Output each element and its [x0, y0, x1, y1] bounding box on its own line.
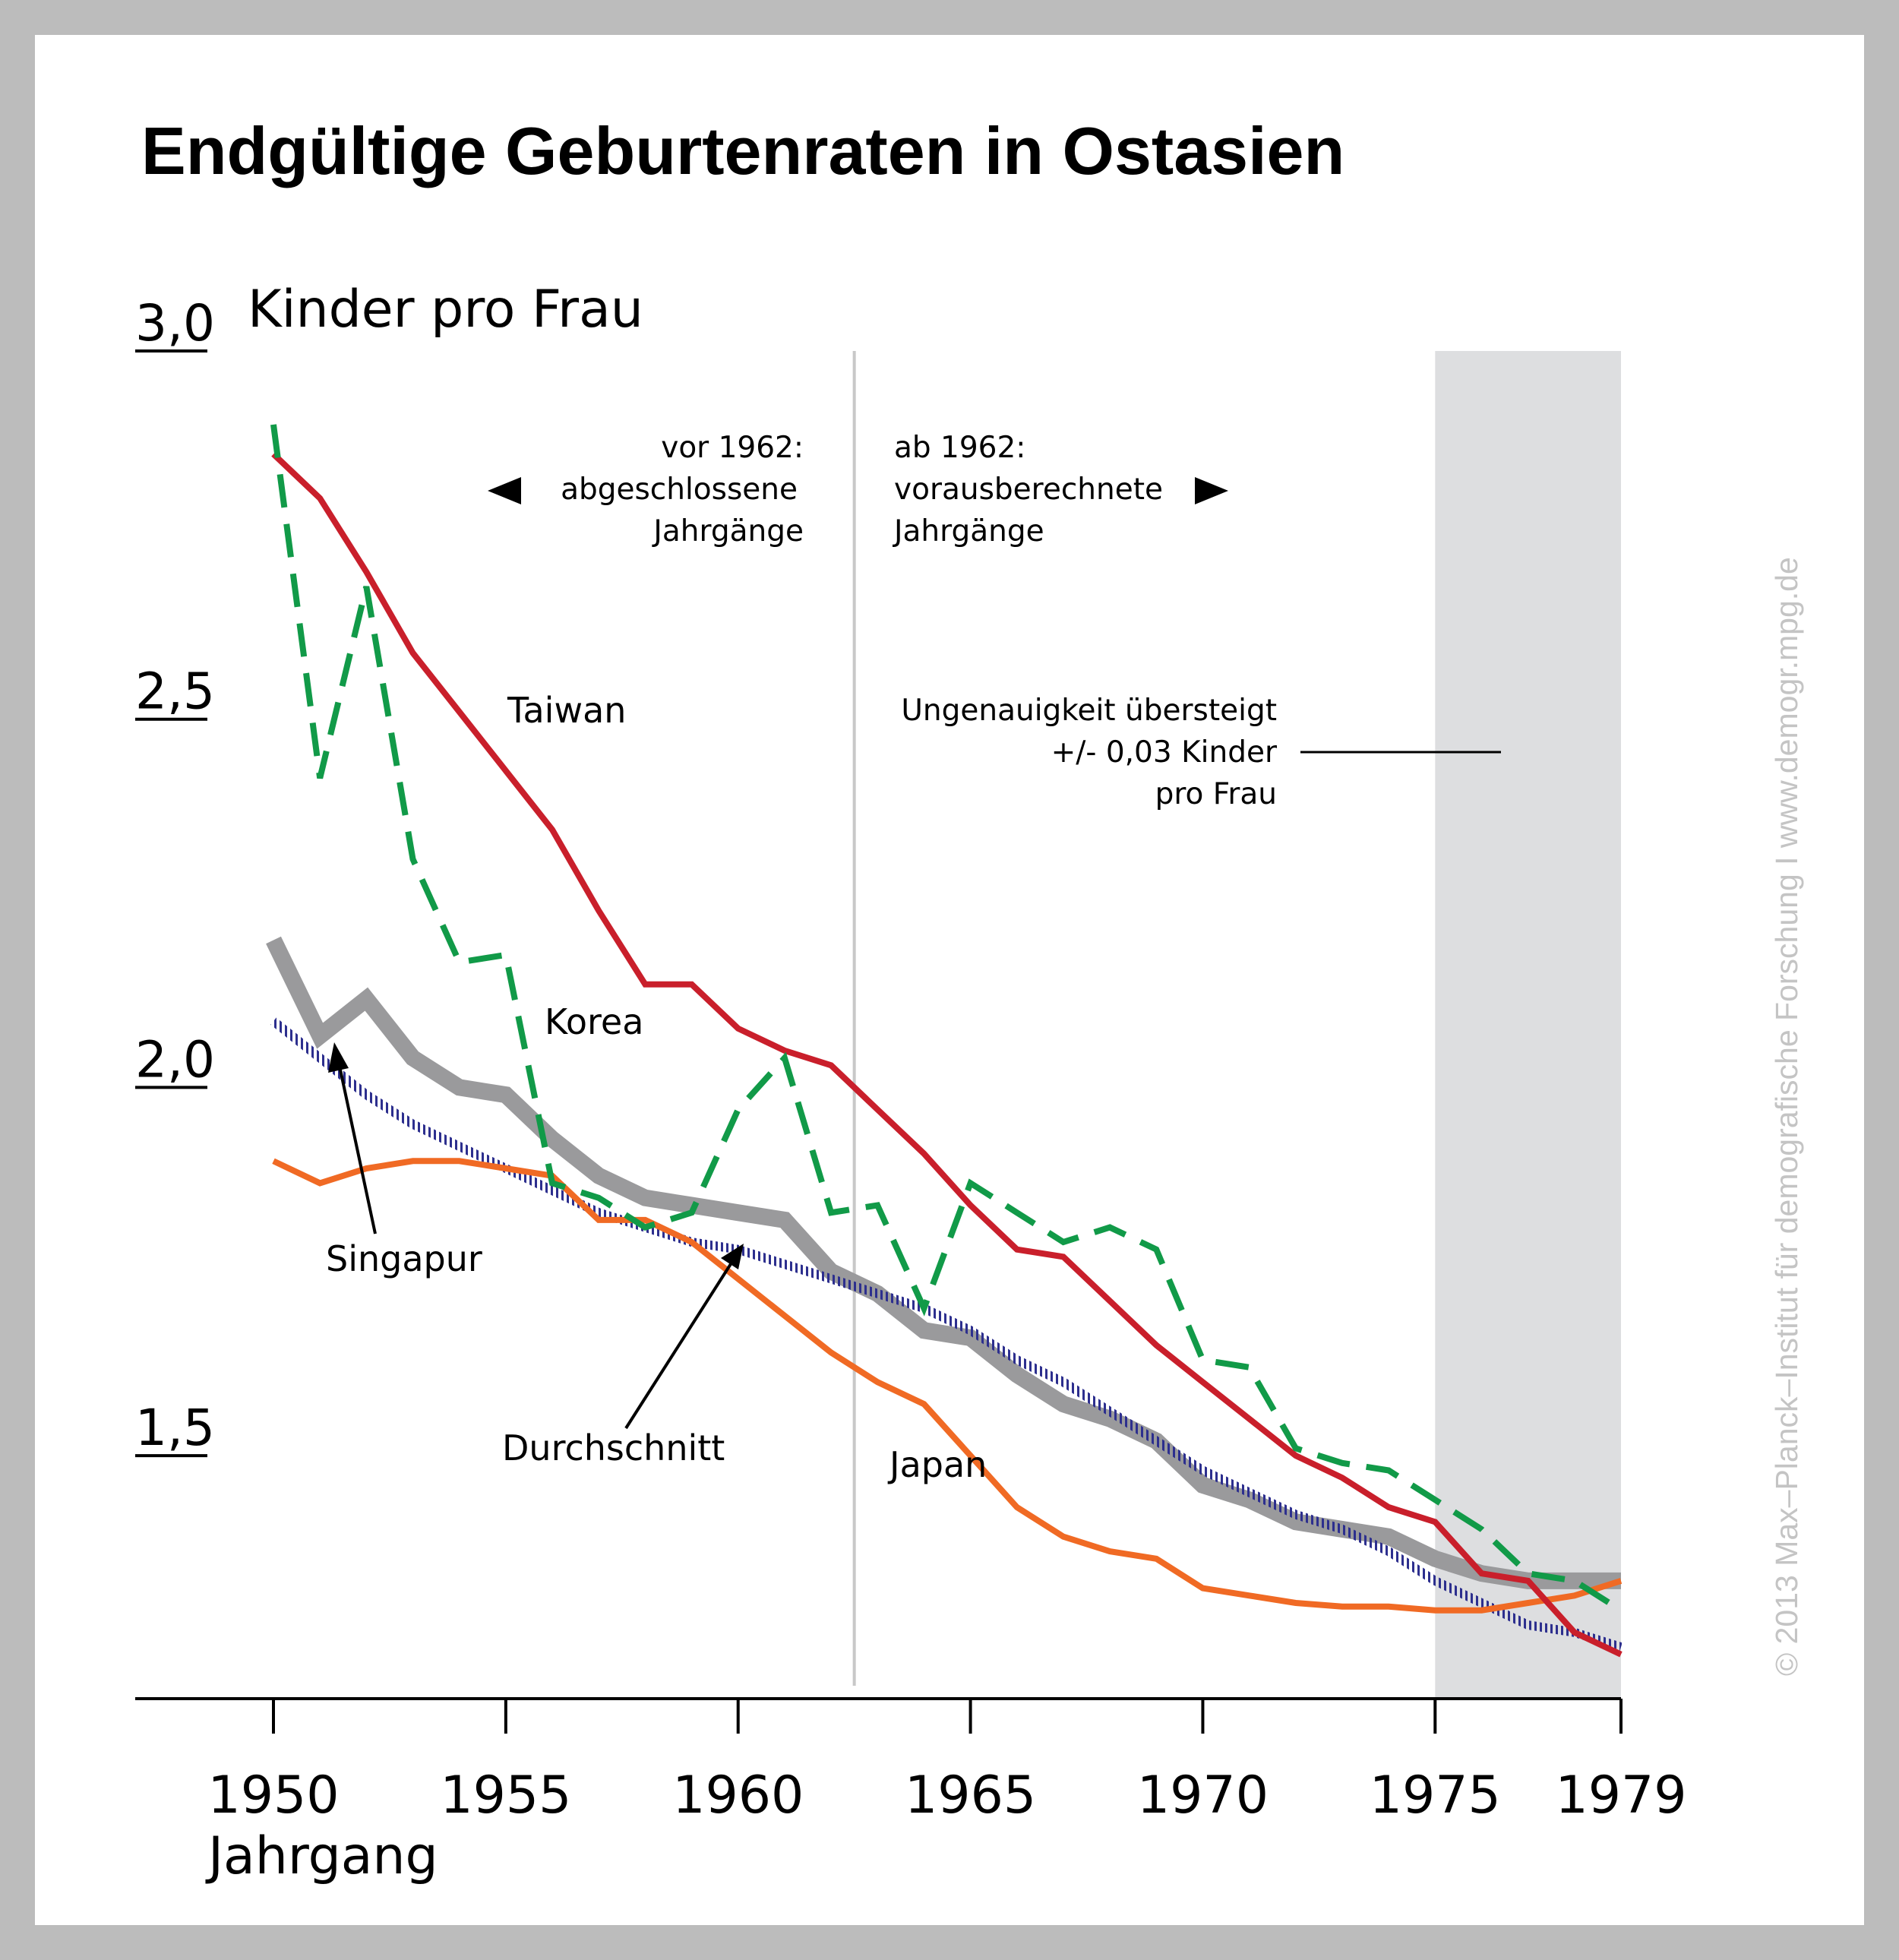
series-label-singapur: Singapur [326, 1238, 482, 1279]
series-label-taiwan: Taiwan [507, 690, 626, 731]
projection-uncertainty-band [1435, 351, 1621, 1699]
inaccuracy-note: Ungenauigkeit übersteigt +/- 0,03 Kinder… [901, 694, 1501, 811]
x-axis-label: Jahrgang [205, 1826, 438, 1886]
series-label-durchschnitt: Durchschnitt [502, 1427, 725, 1468]
series-line-japan [272, 1158, 1623, 1614]
copyright-credit: © 2013 Max–Planck–Institut für demografi… [1769, 557, 1804, 1676]
left-note-line-2: abgeschlossene [561, 473, 798, 507]
y-tick-label-2,0: 2,0 [135, 1030, 215, 1089]
right-note-line-3: Jahrgänge [892, 514, 1044, 548]
x-axis: 1950 1955 1960 1965 1970 1975 1979 [207, 1699, 1687, 1826]
y-axis-label: Kinder pro Frau [248, 280, 643, 340]
left-period-note: vor 1962: abgeschlossene Jahrgänge [488, 431, 804, 548]
right-period-note: ab 1962: vorausberechnete Jahrgänge [892, 431, 1228, 548]
x-tick-label-1955: 1955 [440, 1766, 571, 1826]
inaccuracy-line-3: pro Frau [1155, 777, 1277, 811]
y-tick-label-2,5: 2,5 [135, 662, 215, 721]
x-tick-label-1960: 1960 [672, 1766, 804, 1826]
series-line-taiwan [271, 451, 1623, 1658]
y-tick-label-1,5: 1,5 [135, 1399, 215, 1457]
fertility-chart: Endgültige Geburtenraten in Ostasien 3,0… [135, 113, 1804, 1886]
right-arrow-icon [1195, 477, 1228, 504]
x-tick-label-1979: 1979 [1555, 1766, 1686, 1826]
singapur-pointer-arrowhead [328, 1042, 349, 1073]
chart-card: Endgültige Geburtenraten in Ostasien 3,0… [35, 35, 1864, 1925]
x-tick-label-1970: 1970 [1137, 1766, 1269, 1826]
singapur-pointer-line [337, 1058, 377, 1234]
x-tick-label-1950: 1950 [207, 1766, 339, 1826]
series-label-korea: Korea [545, 1001, 643, 1042]
singapur-pointer [328, 1042, 377, 1234]
x-tick-label-1965: 1965 [905, 1766, 1036, 1826]
right-note-line-2: vorausberechnete [894, 473, 1163, 507]
chart-title: Endgültige Geburtenraten in Ostasien [141, 113, 1344, 188]
x-tick-label-1975: 1975 [1370, 1766, 1501, 1826]
series-line-durchschnitt [266, 936, 1621, 1589]
durchschnitt-pointer-line [624, 1257, 736, 1430]
y-axis: 3,0 2,5 2,0 1,5 [135, 294, 215, 1458]
left-note-line-1: vor 1962: [661, 431, 804, 465]
series-line-korea [270, 424, 1623, 1614]
y-tick-label-3,0: 3,0 [135, 294, 215, 352]
series-label-japan: Japan [887, 1444, 987, 1485]
series-layer [266, 424, 1623, 1658]
durchschnitt-pointer-arrowhead [721, 1244, 744, 1269]
left-note-line-3: Jahrgänge [651, 514, 804, 548]
right-note-line-1: ab 1962: [894, 431, 1025, 465]
inaccuracy-line-1: Ungenauigkeit übersteigt [901, 694, 1277, 728]
inaccuracy-line-2: +/- 0,03 Kinder [1051, 735, 1278, 770]
left-arrow-icon [488, 477, 521, 504]
durchschnitt-pointer [624, 1244, 744, 1430]
